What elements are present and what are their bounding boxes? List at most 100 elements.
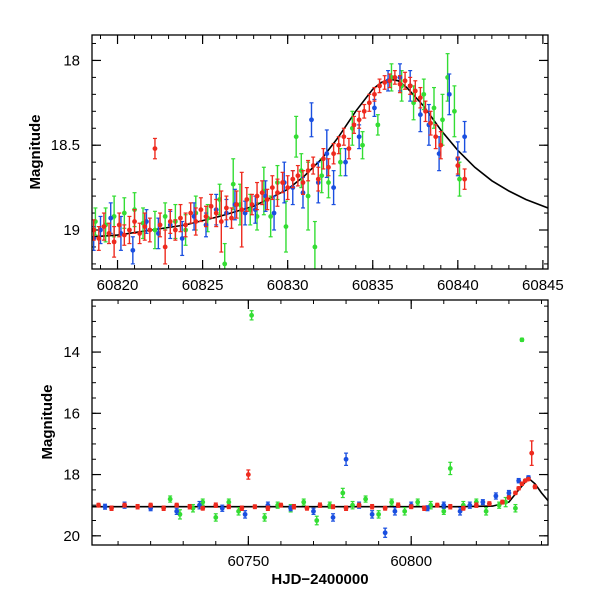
red-data-point: [106, 222, 112, 245]
x-tick-label: 60750: [227, 553, 269, 570]
red-data-point: [412, 80, 418, 102]
red-data-point: [317, 502, 323, 508]
red-data-point: [96, 502, 101, 508]
blue-data-point: [324, 129, 330, 179]
blue-data-point: [311, 507, 316, 515]
red-data-point: [486, 501, 492, 507]
red-data-point: [407, 76, 413, 95]
green-data-point: [415, 498, 421, 506]
red-data-point: [346, 137, 352, 160]
red-data-point: [172, 219, 178, 241]
blue-data-point: [369, 510, 375, 519]
red-data-point: [162, 229, 168, 265]
red-data-point: [356, 110, 362, 129]
red-data-point: [310, 156, 316, 175]
red-data-point: [96, 226, 102, 251]
red-data-point: [417, 86, 423, 109]
red-data-point: [305, 159, 311, 182]
top-axis-ticks: [92, 35, 548, 269]
red-data-point: [304, 505, 310, 511]
bottom-plot-area: [92, 310, 548, 538]
red-data-point: [278, 502, 284, 508]
blue-data-point: [441, 501, 447, 509]
blue-data-point: [197, 500, 202, 510]
y-tick-label: 14: [63, 344, 80, 361]
green-data-point: [483, 507, 489, 516]
red-data-point: [513, 490, 518, 496]
red-data-point: [116, 212, 122, 238]
red-data-point: [526, 476, 531, 482]
y-tick-label: 20: [63, 528, 80, 545]
y-tick-label: 19: [63, 222, 80, 239]
red-data-point: [330, 504, 336, 510]
red-data-point: [265, 505, 271, 511]
red-data-point: [369, 503, 375, 510]
bottom-x-axis-title: HJD−2400000: [271, 571, 368, 588]
red-data-point: [203, 205, 209, 228]
red-data-point: [148, 502, 154, 508]
blue-data-point: [506, 489, 512, 496]
red-data-point: [397, 75, 403, 94]
red-data-point: [366, 93, 372, 112]
bottom-plot-frame: [91, 299, 549, 546]
green-data-point: [121, 197, 127, 229]
red-data-point: [157, 212, 163, 238]
red-data-point: [433, 124, 439, 150]
red-data-point: [121, 224, 127, 246]
red-data-point: [462, 168, 468, 190]
blue-data-point: [493, 492, 499, 500]
blue-data-point: [130, 236, 136, 265]
red-data-point: [326, 158, 331, 177]
red-data-point: [218, 190, 224, 253]
green-data-point: [222, 242, 228, 269]
y-tick-label: 18.5: [51, 137, 80, 154]
red-data-point: [249, 193, 255, 216]
y-tick-label: 16: [63, 405, 80, 422]
red-data-point: [295, 164, 301, 187]
green-data-point: [293, 115, 299, 158]
green-data-point: [389, 498, 395, 506]
bottom-axis-ticks: [92, 300, 548, 545]
red-data-point: [321, 148, 326, 170]
green-data-point: [457, 161, 462, 197]
green-data-point: [447, 461, 453, 476]
blue-data-point: [219, 504, 225, 512]
red-data-point: [506, 495, 512, 500]
red-data-point: [516, 485, 522, 491]
green-data-point: [350, 500, 355, 510]
red-data-point: [331, 142, 337, 165]
blue-data-point: [271, 195, 277, 231]
green-data-point: [213, 513, 219, 522]
red-data-point: [519, 481, 525, 487]
red-data-point: [421, 505, 427, 511]
y-tick-label: 18: [63, 52, 80, 69]
green-data-point: [177, 509, 183, 520]
green-data-point: [249, 310, 255, 321]
blue-data-point: [446, 73, 452, 116]
red-data-point: [408, 504, 414, 510]
red-data-point: [285, 175, 291, 201]
red-data-point: [200, 505, 206, 511]
top-tick-labels: 60820 60825 60830 60835 60840 60845 18 18.5 19: [51, 52, 564, 294]
red-data-point: [343, 505, 349, 511]
red-data-point: [244, 187, 250, 212]
red-data-point: [187, 503, 193, 510]
green-data-point: [363, 495, 368, 503]
blue-data-point: [343, 452, 349, 466]
red-data-point: [229, 207, 234, 229]
red-data-point: [226, 504, 232, 510]
red-data-point: [188, 202, 194, 224]
red-data-point: [111, 226, 117, 258]
red-data-point: [290, 170, 296, 189]
green-data-point: [340, 487, 346, 499]
red-data-point: [122, 502, 127, 508]
green-data-point: [262, 513, 268, 522]
panel-top-zoom: 60820 60825 60830 60835 60840 60845 18 18.5 19 M…: [27, 34, 564, 294]
red-data-point: [428, 110, 433, 136]
red-data-point: [395, 502, 401, 508]
red-data-point: [254, 181, 260, 211]
green-data-point: [375, 114, 381, 136]
red-data-point: [259, 180, 265, 206]
blue-data-point: [242, 510, 248, 519]
